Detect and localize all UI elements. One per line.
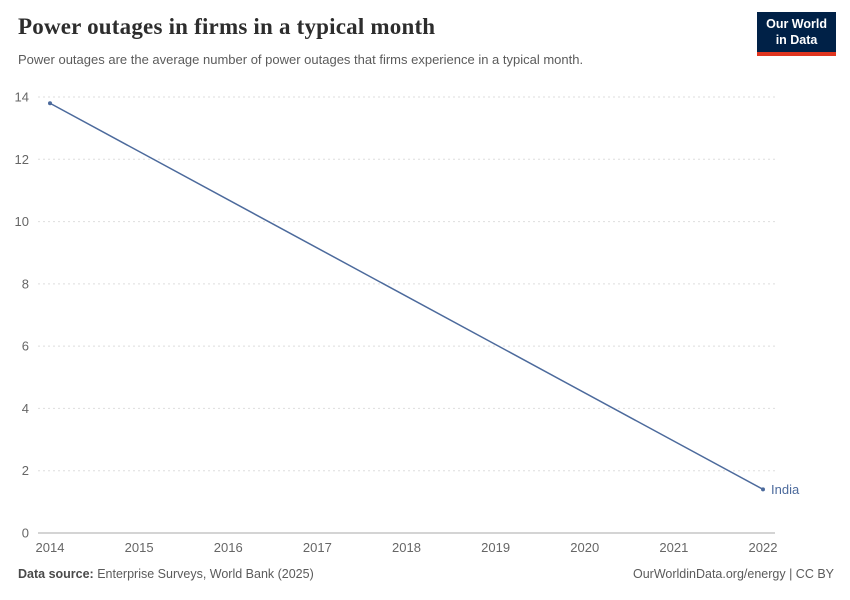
owid-logo-line2: in Data bbox=[775, 32, 818, 47]
data-source-label: Data source: bbox=[18, 567, 94, 581]
owid-logo-line1: Our World bbox=[766, 17, 827, 31]
chart-footer: Data source: Enterprise Surveys, World B… bbox=[18, 567, 834, 581]
y-tick-label: 8 bbox=[22, 276, 29, 291]
y-tick-label: 2 bbox=[22, 463, 29, 478]
y-tick-label: 4 bbox=[22, 401, 29, 416]
x-tick-label: 2021 bbox=[659, 540, 688, 555]
y-tick-label: 10 bbox=[15, 214, 29, 229]
page-title: Power outages in firms in a typical mont… bbox=[18, 14, 436, 39]
x-tick-label: 2022 bbox=[749, 540, 778, 555]
line-chart: 0 2 4 6 8 10 12 14 2014 2015 2016 2017 2018 2019 2020 2… bbox=[15, 90, 800, 556]
data-source: Data source: Enterprise Surveys, World B… bbox=[18, 567, 314, 581]
credit-link[interactable]: OurWorldinData.org/energy | CC BY bbox=[632, 567, 834, 581]
y-tick-label: 0 bbox=[22, 526, 29, 541]
x-tick-label: 2014 bbox=[36, 540, 65, 555]
x-tick-label: 2015 bbox=[125, 540, 154, 555]
y-tick-label: 14 bbox=[15, 90, 29, 105]
y-tick-label: 6 bbox=[22, 339, 29, 354]
x-tick-label: 2016 bbox=[214, 540, 243, 555]
x-tick-label: 2020 bbox=[570, 540, 599, 555]
owid-logo[interactable]: Our World in Data bbox=[757, 12, 836, 57]
y-tick-label: 12 bbox=[15, 152, 29, 167]
data-source-text: Enterprise Surveys, World Bank (2025) bbox=[97, 567, 314, 581]
chart-subtitle: Power outages are the average number of … bbox=[18, 52, 584, 67]
x-tick-label: 2017 bbox=[303, 540, 332, 555]
series-label: India bbox=[771, 482, 800, 497]
series-line bbox=[49, 102, 764, 491]
series-point bbox=[761, 487, 765, 492]
series-point bbox=[48, 101, 52, 106]
x-tick-label: 2018 bbox=[392, 540, 421, 555]
x-tick-label: 2019 bbox=[481, 540, 510, 555]
